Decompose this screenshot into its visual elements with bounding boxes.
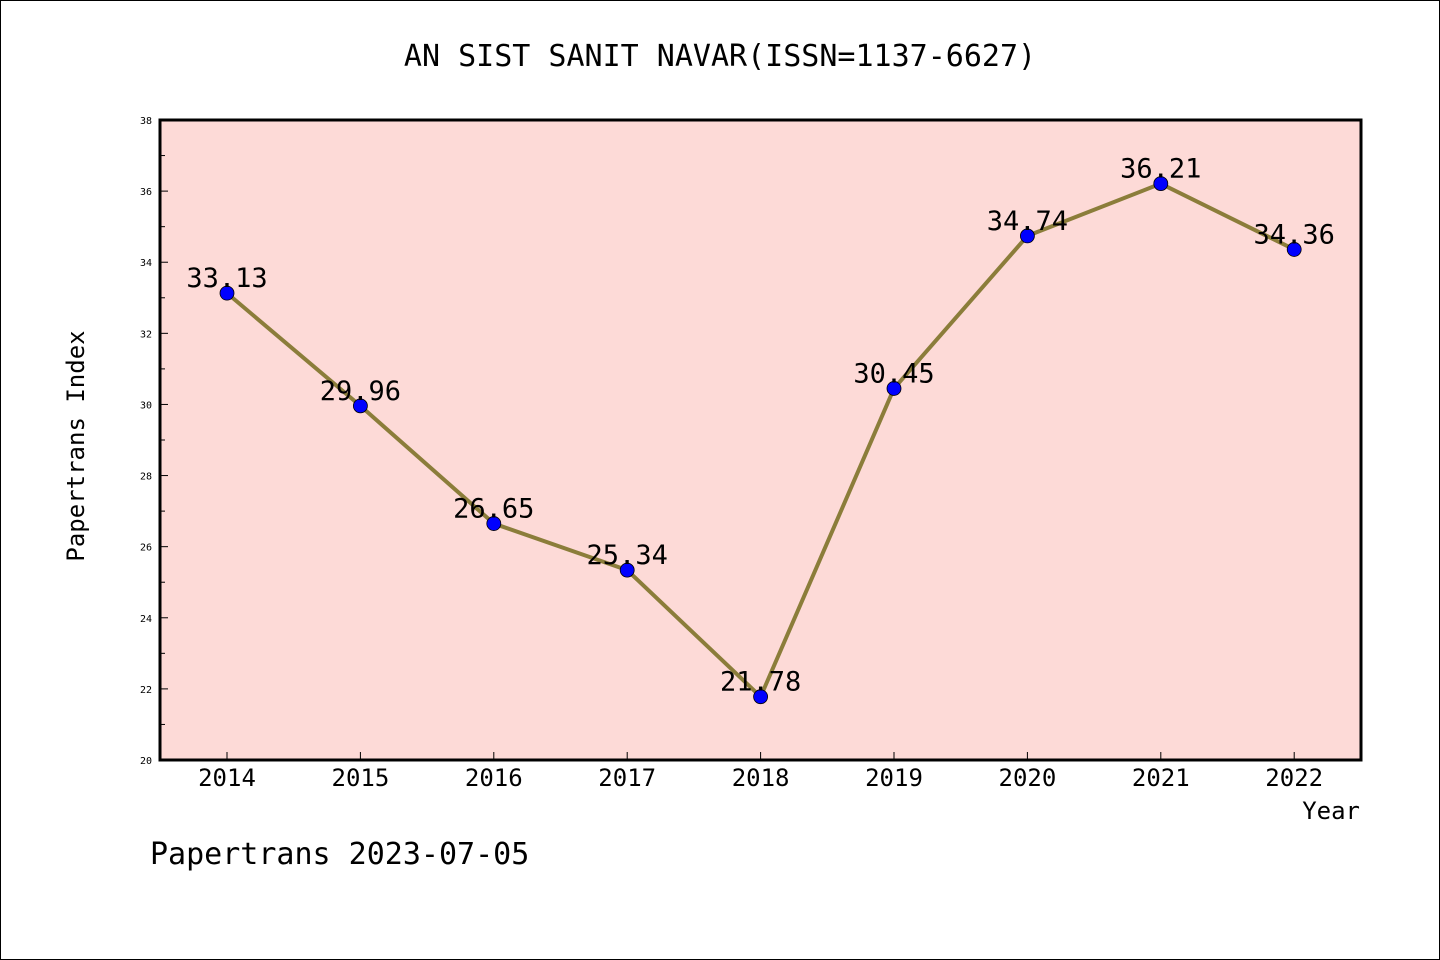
y-tick-label: 36 [140,187,152,198]
data-point [619,562,635,578]
data-point [219,285,235,301]
data-label: 25.34 [587,540,668,571]
data-point [886,381,902,396]
y-tick-label: 20 [140,756,152,767]
data-label: 21.78 [720,667,801,698]
data-label: 26.65 [453,494,534,525]
x-tick-label: 2019 [865,764,923,792]
y-tick-label: 34 [140,258,152,269]
x-tick-label: 2016 [465,764,523,792]
data-point [753,689,768,705]
plot-area [158,118,1363,762]
y-axis-label: Papertrans Index [62,330,90,561]
y-axis: 20 22 24 26 28 30 32 34 36 38 [140,116,168,767]
y-tick-label: 24 [140,614,152,625]
y-tick-label: 32 [140,329,152,340]
y-tick-label: 28 [140,472,152,483]
data-label: 33.13 [186,263,267,294]
y-tick-label: 22 [140,685,152,696]
data-point [486,516,502,531]
y-tick-label: 26 [140,543,152,554]
x-axis: 2014 2015 2016 2017 2018 2019 2020 2021 2022 [198,752,1323,792]
x-tick-label: 2020 [999,764,1057,792]
data-label: 34.74 [987,206,1068,237]
footer-text: Papertrans 2023-07-05 [150,837,529,872]
data-label: 29.96 [320,376,401,407]
data-point [1286,242,1302,257]
chart-title: AN SIST SANIT NAVAR(ISSN=1137-6627) [404,39,1036,74]
x-axis-label: Year [1302,797,1360,825]
data-point [1153,176,1169,192]
x-tick-label: 2021 [1132,764,1190,792]
x-tick-label: 2022 [1265,764,1323,792]
x-tick-label: 2015 [332,764,390,792]
data-label: 34.36 [1254,219,1335,250]
data-label: 36.21 [1120,154,1201,185]
x-tick-label: 2018 [732,764,790,792]
data-label: 30.45 [853,358,934,389]
x-tick-label: 2014 [198,764,256,792]
x-tick-label: 2017 [598,764,656,792]
y-tick-label: 30 [140,400,152,411]
data-point [352,398,368,414]
series-layer: 33.13 29.96 26.65 25.34 21.78 30.45 34.74 36.21… [186,154,1335,705]
data-point [1020,228,1035,244]
y-tick-label: 38 [140,116,152,127]
